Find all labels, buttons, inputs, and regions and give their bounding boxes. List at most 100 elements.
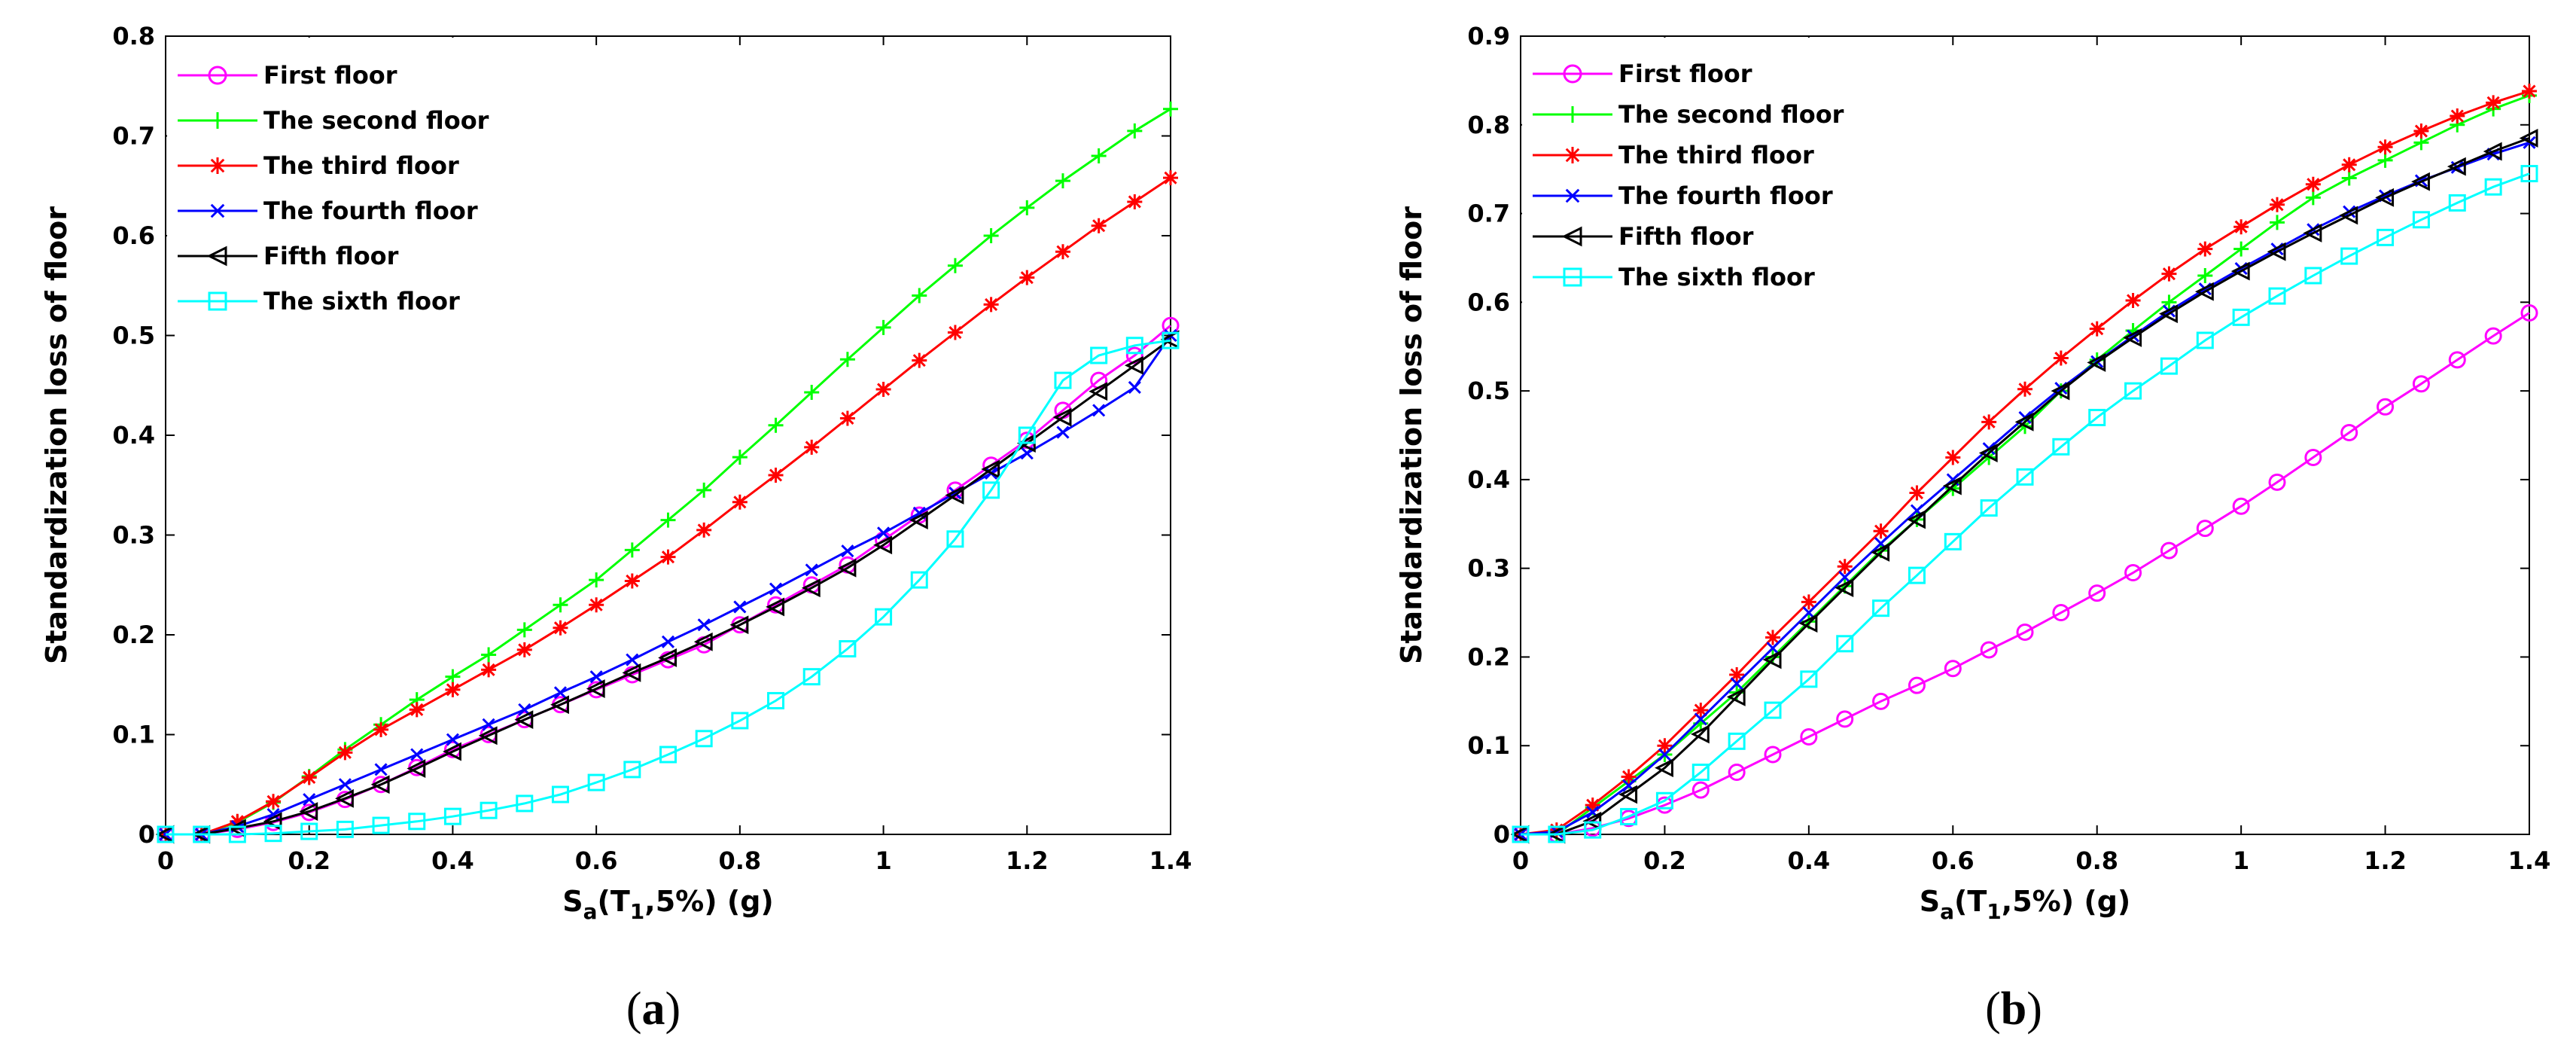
y-tick-label: 0.5: [112, 322, 155, 350]
legend-label: The third floor: [1618, 141, 1814, 169]
data-point: [443, 807, 461, 825]
data-point: [1055, 244, 1070, 260]
data-point: [1836, 635, 1854, 653]
data-point: [945, 486, 964, 505]
data-point: [2089, 321, 2105, 337]
data-point: [2196, 331, 2214, 349]
data-point: [406, 759, 426, 778]
data-point: [1944, 660, 1962, 678]
data-point: [445, 669, 461, 685]
data-point: [658, 648, 677, 667]
data-point: [2159, 304, 2178, 324]
data-point: [729, 615, 749, 635]
data-point: [1054, 371, 1072, 389]
data-point: [624, 573, 640, 589]
legend-marker: [209, 157, 226, 174]
series-line: [1521, 172, 2530, 836]
data-point: [1872, 692, 1890, 710]
chart-panel-b: 0 0.2 0.4 0.6 0.8 1 1.2 1.400.10.20.30.40.50.60…: [1395, 22, 2550, 1035]
data-point: [1052, 407, 1072, 427]
data-point: [947, 258, 963, 273]
x-tick-label: 0.4: [431, 846, 474, 875]
data-point: [2304, 267, 2322, 285]
data-point: [2196, 520, 2214, 538]
data-point: [2448, 351, 2466, 369]
data-point: [2484, 178, 2502, 196]
legend-item: The fourth floor: [1533, 181, 1833, 210]
data-point: [2124, 382, 2142, 400]
data-point: [873, 535, 893, 555]
data-point: [2014, 412, 2034, 431]
data-point: [804, 439, 820, 455]
series-the-sixth-floor: [1512, 165, 2538, 843]
data-point: [303, 793, 316, 807]
legend-marker: [209, 112, 226, 129]
data-point: [1800, 670, 1818, 688]
data-point: [300, 822, 318, 840]
legend-marker: [208, 66, 227, 85]
data-point: [1618, 785, 1638, 804]
data-point: [837, 558, 857, 578]
legend-label: The fourth floor: [263, 197, 478, 225]
data-point: [2522, 84, 2537, 99]
data-point: [1873, 523, 1889, 539]
data-point: [2087, 352, 2106, 372]
data-point: [2161, 294, 2177, 310]
legend-label: The sixth floor: [1618, 263, 1815, 291]
data-point: [695, 730, 713, 748]
x-axis-label-sub: 1: [1987, 899, 2001, 924]
data-point: [2341, 157, 2357, 172]
data-point: [2160, 357, 2178, 375]
data-point: [2339, 206, 2358, 225]
legend-marker: [206, 245, 227, 267]
data-point: [768, 417, 784, 433]
data-point: [1018, 426, 1036, 444]
y-axis-label: Standardization loss of floor: [1395, 206, 1428, 664]
data-point: [1693, 703, 1709, 718]
data-point: [2197, 241, 2213, 257]
data-point: [875, 608, 893, 626]
data-point: [1691, 764, 1710, 782]
data-point: [1655, 758, 1673, 778]
legend-marker: [1564, 106, 1581, 123]
data-point: [912, 352, 927, 368]
data-point: [1658, 748, 1671, 761]
legend-box: [167, 38, 498, 316]
data-point: [2160, 541, 2178, 560]
y-tick-label: 0.6: [112, 221, 155, 250]
data-point: [1019, 200, 1035, 215]
data-point: [982, 481, 1000, 499]
data-point: [2161, 266, 2177, 282]
data-point: [2484, 327, 2502, 345]
data-point: [1798, 614, 1818, 633]
y-axis: 0 0.1 0.2 0.3 0.4 0.5 0.6 0.7 0.8 0.9: [1467, 22, 2529, 849]
data-point: [1907, 510, 1926, 529]
legend-item: The third floor: [178, 151, 459, 180]
data-point: [2052, 438, 2070, 456]
chart-panel-a: 0 0.2 0.4 0.6 0.8 1 1.2 1.400.10.20.30.40.50.60…: [40, 22, 1192, 1035]
data-point: [1909, 485, 1925, 501]
x-axis-label-mid: (T: [1954, 885, 1987, 918]
x-axis-label: Sa(T1,5%) (g): [1920, 885, 2131, 924]
data-point: [481, 662, 497, 678]
data-point: [553, 620, 568, 636]
data-point: [2411, 172, 2430, 191]
data-point: [1055, 173, 1070, 189]
data-point: [1765, 630, 1780, 645]
data-point: [1764, 701, 1782, 719]
data-point: [1056, 425, 1070, 439]
data-point: [1127, 194, 1143, 209]
legend-label: Fifth floor: [1618, 222, 1754, 251]
legend-item: The second floor: [1533, 100, 1844, 129]
data-point: [841, 544, 854, 558]
data-point: [1762, 650, 1782, 669]
data-point: [2448, 194, 2466, 212]
data-point: [372, 816, 390, 834]
legend-marker: [210, 203, 225, 218]
data-point: [1945, 450, 1961, 465]
data-point: [2341, 170, 2357, 186]
legend-label: The second floor: [263, 106, 489, 135]
data-point: [839, 410, 855, 426]
data-point: [1512, 825, 1530, 843]
